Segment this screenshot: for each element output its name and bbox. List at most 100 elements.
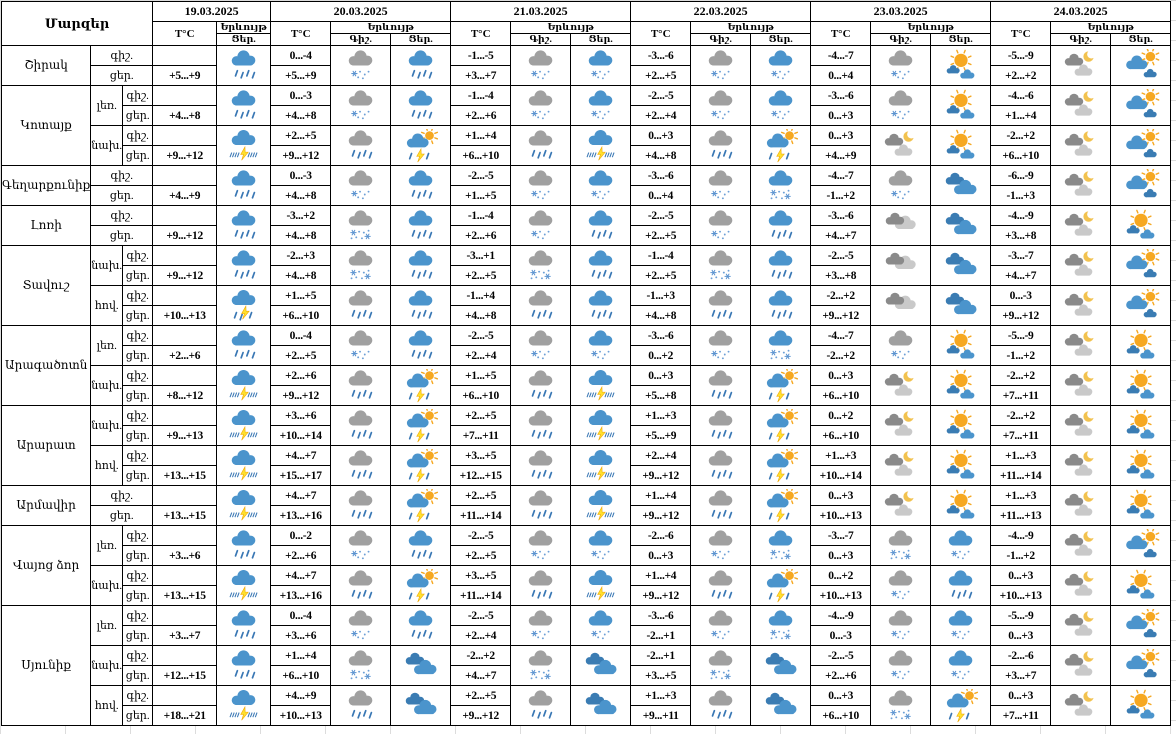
day-temp: +3...+7 [450, 65, 512, 86]
night-temp: -2...-5 [450, 525, 512, 546]
night-temp [152, 685, 218, 706]
rain-icon [690, 365, 752, 406]
sunny-clouds-icon [930, 405, 992, 446]
table-row: ցեր. +2...+6 +2...+5 +2...+4 0...+2 -2...+2 -1… [2, 345, 1171, 366]
clouds-icon [570, 685, 632, 726]
night-temp: -2...+2 [450, 645, 512, 666]
night-temp: +4...+7 [270, 445, 332, 466]
table-row: հով. գիշ. +4...+7 +3...+5 +2...+4 +1...+3 +1..… [2, 445, 1172, 486]
date-header: 20.03.2025 [270, 1, 452, 22]
thunderstorm-icon [570, 485, 632, 526]
rain-icon [690, 405, 752, 446]
thunderstorm-light-icon [216, 285, 272, 326]
thunderstorm-icon [216, 405, 272, 446]
time-of-day-day-label: ցեր. [122, 305, 154, 326]
night-temp [152, 245, 218, 266]
rain-icon [216, 325, 272, 366]
time-of-day-night-label: գիշ. [90, 165, 154, 186]
day-temp: +4...+7 [990, 265, 1052, 286]
heavy-snow-icon [870, 685, 932, 726]
night-temp [152, 285, 218, 306]
night-temp: -3...-6 [630, 165, 692, 186]
day-temp: +10...+13 [810, 585, 872, 606]
thunderstorm-icon [570, 125, 632, 166]
table-row: ցեր. +13...+15 +13...+16 +11...+14 +9...+12 +… [2, 585, 1171, 606]
sunny-clouds-icon [1110, 485, 1172, 526]
time-of-day-day-label: ցեր. [122, 665, 154, 686]
time-of-day-night-label: գիշ. [122, 85, 154, 106]
snow-icon [330, 325, 392, 366]
day-temp: +2...+6 [810, 665, 872, 686]
region-name: Կոտայք [0, 85, 92, 166]
day-temp: +13...+15 [152, 585, 218, 606]
sunny-clouds-icon [1110, 565, 1172, 606]
day-temp: +9...+12 [990, 305, 1052, 326]
night-temp: -2...+2 [990, 405, 1052, 426]
moon-clouds-icon [1050, 525, 1112, 566]
snow-icon [510, 605, 572, 646]
subregion-label: հով. [90, 445, 124, 486]
night-temp: +1...+5 [450, 365, 512, 386]
snow-icon [870, 565, 932, 606]
rain-icon [330, 485, 392, 526]
time-of-day-day-label: ցեր. [122, 465, 154, 486]
thunderstorm-icon [570, 405, 632, 446]
night-temp: +3...+5 [450, 445, 512, 466]
day-temp: -1...+3 [990, 185, 1052, 206]
day-temp: +3...+8 [810, 265, 872, 286]
night-temp [152, 445, 218, 466]
night-temp: -1...-4 [630, 245, 692, 266]
rain-icon [750, 285, 812, 326]
time-of-day-night-label: գիշ. [122, 525, 154, 546]
day-temp: +6...+10 [450, 385, 512, 406]
rain-icon [390, 525, 452, 566]
snow-icon [330, 45, 392, 86]
moon-clouds-icon [1050, 285, 1112, 326]
time-of-day-night-label: գիշ. [90, 485, 154, 506]
clouds-icon [570, 645, 632, 686]
day-col-header: Ցեր. [216, 33, 272, 46]
night-temp: -2...+2 [990, 125, 1052, 146]
sun-thunderstorm-icon [750, 365, 812, 406]
table-row: ցեր. +3...+6 +2...+6 +2...+5 0...+3 0...+3 -1.… [2, 545, 1171, 566]
night-temp: -5...-9 [990, 605, 1052, 626]
night-temp: +2...+5 [450, 485, 512, 506]
date-header: 22.03.2025 [630, 1, 812, 22]
night-temp: 0...-3 [990, 285, 1052, 306]
time-of-day-night-label: գիշ. [122, 125, 154, 146]
thunderstorm-icon [216, 365, 272, 406]
rain-icon [216, 605, 272, 646]
partly-sunny-icon [1110, 45, 1172, 86]
table-row: Արարատ նախ. գիշ. +3...+6 +2...+5 +1...+3 0...+… [0, 405, 1172, 486]
day-temp: -2...+1 [630, 625, 692, 646]
snow-icon [870, 85, 932, 126]
night-temp: 0...-4 [270, 325, 332, 346]
night-temp: -2...+3 [270, 245, 332, 266]
day-temp: +5...+9 [270, 65, 332, 86]
night-temp: 0...-4 [270, 605, 332, 626]
sunny-clouds-icon [1110, 205, 1172, 246]
sunny-clouds-icon [1110, 325, 1172, 366]
table-row: նախ. գիշ. +4...+7 +3...+5 +1...+4 0...+2 0...+… [2, 565, 1172, 606]
day-temp: 0...+3 [630, 545, 692, 566]
region-name: Շիրակ [0, 45, 92, 86]
night-temp: 0...+3 [810, 485, 872, 506]
night-col-header: Գիշ. [870, 33, 932, 46]
night-temp: -3...-7 [990, 245, 1052, 266]
clouds-icon [750, 685, 812, 726]
night-temp: +1...+3 [990, 445, 1052, 466]
sunny-clouds-icon [930, 325, 992, 366]
snow-icon [510, 85, 572, 126]
day-temp: +9...+12 [270, 385, 332, 406]
day-temp: +11...+14 [450, 585, 512, 606]
day-temp: +11...+14 [450, 505, 512, 526]
day-temp: 0...-3 [810, 625, 872, 646]
night-temp [152, 605, 218, 626]
sun-thunderstorm-icon [390, 445, 452, 486]
night-temp: 0...+3 [810, 685, 872, 706]
night-temp: 0...-3 [270, 85, 332, 106]
phenomenon-header-row: T°C Երևույթ T°C Երևույթ T°C Երևույթ T°C Երևույթ… [2, 21, 1172, 46]
day-temp: +4...+7 [450, 665, 512, 686]
day-temp: 0...+2 [630, 345, 692, 366]
day-temp: +13...+15 [152, 465, 218, 486]
